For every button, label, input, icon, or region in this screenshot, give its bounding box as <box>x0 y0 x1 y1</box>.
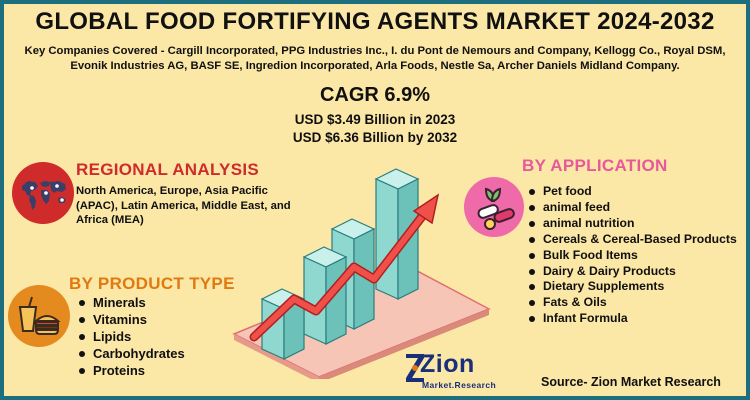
zion-logo: Zion Market.Research <box>404 348 519 394</box>
list-item: animal nutrition <box>526 216 737 232</box>
chart-platform-side <box>234 334 319 379</box>
list-item: Infant Formula <box>526 311 737 327</box>
product-type-list: Minerals Vitamins Lipids Carbohydrates P… <box>76 294 185 379</box>
market-value-2023: USD $3.49 Billion in 2023 <box>294 112 456 127</box>
list-item: Minerals <box>76 294 185 311</box>
list-item: Bulk Food Items <box>526 248 737 264</box>
chart-platform-edge <box>319 309 489 379</box>
key-companies: Key Companies Covered - Cargill Incorpor… <box>24 45 726 72</box>
market-value-2032: USD $6.36 Billion by 2032 <box>292 130 458 145</box>
source-label: Source- Zion Market Research <box>541 375 721 389</box>
fast-food-icon <box>8 285 70 347</box>
logo-text: Zion <box>420 350 475 378</box>
product-type-heading: BY PRODUCT TYPE <box>69 274 235 293</box>
list-item: Dietary Supplements <box>526 279 737 295</box>
list-item: Cereals & Cereal-Based Products <box>526 232 737 248</box>
application-list: Pet food animal feed animal nutrition Ce… <box>526 184 737 327</box>
list-item: Vitamins <box>76 311 185 328</box>
logo-mark-icon <box>406 354 424 382</box>
list-item: animal feed <box>526 200 737 216</box>
regional-text: North America, Europe, Asia Pacific (APA… <box>76 185 291 226</box>
pills-leaf-icon <box>464 177 524 237</box>
application-heading: BY APPLICATION <box>522 156 668 175</box>
list-item: Proteins <box>76 362 185 379</box>
growth-chart-illustration <box>232 168 491 379</box>
list-item: Lipids <box>76 328 185 345</box>
list-item: Dairy & Dairy Products <box>526 264 737 280</box>
regional-heading: REGIONAL ANALYSIS <box>76 160 260 179</box>
logo-subtext: Market.Research <box>422 380 497 390</box>
list-item: Carbohydrates <box>76 345 185 362</box>
list-item: Fats & Oils <box>526 295 737 311</box>
page-title: GLOBAL FOOD FORTIFYING AGENTS MARKET 202… <box>35 8 715 35</box>
world-map-icon <box>12 162 74 224</box>
cagr-value: CAGR 6.9% <box>319 84 431 106</box>
list-item: Pet food <box>526 184 737 200</box>
growth-arrow <box>249 193 440 342</box>
